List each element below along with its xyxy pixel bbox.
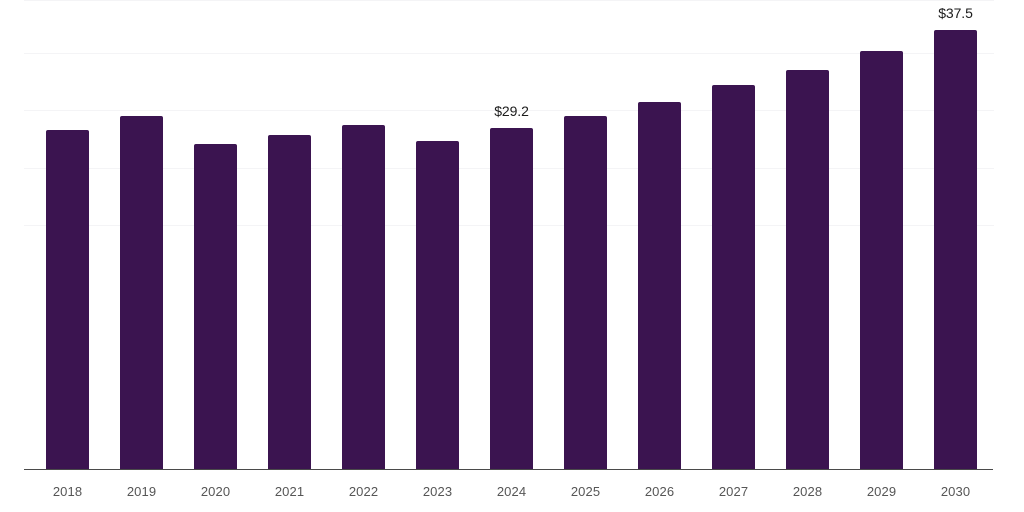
bar-2027[interactable] [712,85,755,470]
x-tick-label-2025: 2025 [570,484,601,499]
bar-2018[interactable] [46,129,89,470]
x-tick-label-2022: 2022 [348,484,379,499]
gridline [24,0,994,1]
x-tick-label-2019: 2019 [126,484,157,499]
bar-2019[interactable] [120,115,163,470]
x-tick-label-2030: 2030 [940,484,971,499]
x-axis-line [24,469,993,470]
gridline [24,110,994,112]
x-tick-label-2021: 2021 [274,484,305,499]
x-tick-label-2024: 2024 [496,484,527,499]
bar-2025[interactable] [564,115,607,470]
bar-2030[interactable] [934,30,977,470]
bar-2029[interactable] [860,51,903,470]
bar-2020[interactable] [194,144,237,470]
plot-area: $29.2 $37.5 [24,0,994,470]
gridline [24,52,994,54]
bar-2026[interactable] [638,101,681,470]
x-tick-label-2028: 2028 [792,484,823,499]
x-axis: 2018 2019 2020 2021 2022 2023 2024 2025 2026 2027… [0,470,1024,512]
bar-2024[interactable] [490,127,533,470]
bar-value-label-2030: $37.5 [938,5,973,22]
bar-2028[interactable] [786,70,829,470]
x-tick-label-2020: 2020 [200,484,231,499]
x-tick-label-2018: 2018 [52,484,83,499]
bar-2021[interactable] [268,134,311,470]
x-tick-label-2029: 2029 [866,484,897,499]
x-tick-label-2027: 2027 [718,484,749,499]
x-tick-label-2023: 2023 [422,484,453,499]
bar-2023[interactable] [416,140,459,470]
x-tick-label-2026: 2026 [644,484,675,499]
bar-value-label-2024: $29.2 [494,102,529,119]
bar-2022[interactable] [342,125,385,470]
